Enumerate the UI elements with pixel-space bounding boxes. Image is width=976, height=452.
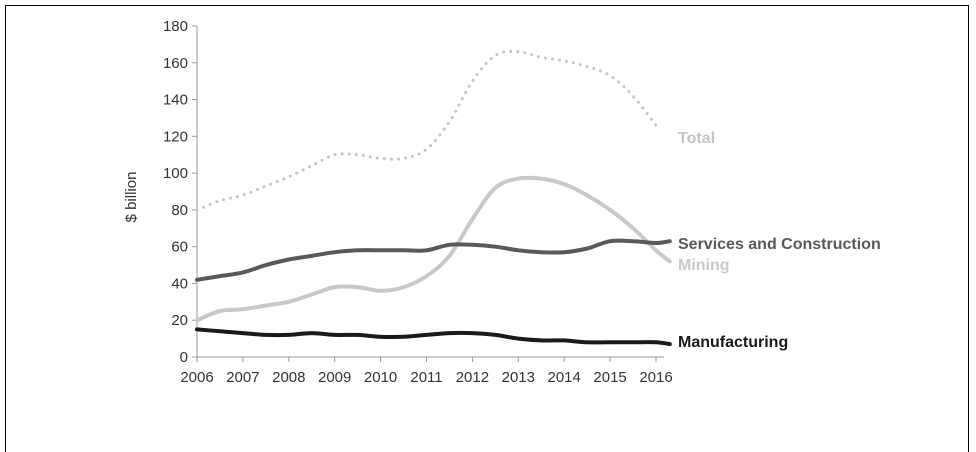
series-label-total: Total xyxy=(678,130,715,147)
y-tick-label: 100 xyxy=(163,165,188,182)
x-tick-label: 2013 xyxy=(502,369,535,386)
y-tick-label: 120 xyxy=(163,128,188,145)
series-lines xyxy=(195,49,672,347)
x-tick-label: 2014 xyxy=(548,369,581,386)
y-tick-label: 180 xyxy=(163,18,188,35)
x-tick-label: 2016 xyxy=(639,369,672,386)
x-tick-label: 2010 xyxy=(364,369,397,386)
series-label-services-and-construction: Services and Construction xyxy=(678,236,881,253)
x-tick-label: 2006 xyxy=(180,369,213,386)
y-tick-label: 40 xyxy=(171,275,188,292)
y-tick-label: 60 xyxy=(171,239,188,256)
y-axis-ticks: 0 20 40 60 80 100 120 140 160 180 xyxy=(163,18,197,366)
y-tick-label: 80 xyxy=(171,202,188,219)
chart-axes xyxy=(196,26,664,358)
y-tick-label: 20 xyxy=(171,312,188,329)
x-tick-label: 2008 xyxy=(272,369,305,386)
series-line-total xyxy=(195,49,658,212)
x-axis-ticks: 2006 2007 2008 2009 2010 2011 2012 2013 2014 2015… xyxy=(180,357,673,386)
series-line-manufacturing xyxy=(195,327,672,347)
y-axis-label: $ billion xyxy=(123,172,140,223)
x-tick-label: 2011 xyxy=(410,369,442,386)
x-tick-label: 2007 xyxy=(226,369,259,386)
chart-frame xyxy=(5,5,969,452)
y-tick-label: 0 xyxy=(180,349,188,366)
series-line-mining xyxy=(195,175,672,323)
y-tick-label: 140 xyxy=(163,92,188,109)
series-line-services-and-construction xyxy=(195,238,672,282)
x-tick-label: 2015 xyxy=(593,369,626,386)
y-tick-label: 160 xyxy=(163,55,188,72)
x-tick-label: 2012 xyxy=(456,369,489,386)
x-tick-label: 2009 xyxy=(318,369,351,386)
series-labels: Total Mining Services and Construction Manu… xyxy=(678,130,881,351)
series-label-manufacturing: Manufacturing xyxy=(678,334,788,351)
series-label-mining: Mining xyxy=(678,257,730,274)
